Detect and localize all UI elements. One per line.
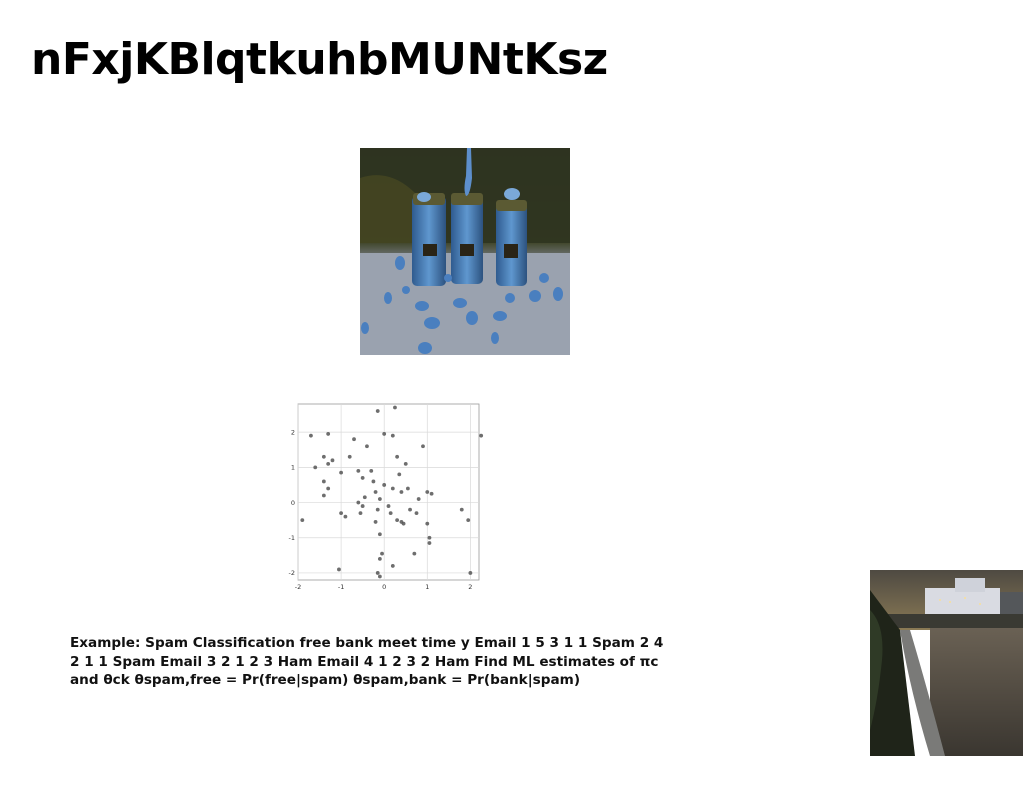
scatter-point — [377, 556, 382, 561]
scatter-point — [414, 511, 419, 516]
scatter-point — [369, 468, 374, 473]
scatter-point — [395, 518, 400, 523]
scatter-point — [371, 479, 376, 484]
scatter-point — [377, 532, 382, 537]
scatter-point — [459, 507, 464, 512]
scatter-point — [360, 504, 365, 508]
scatter-point — [362, 495, 367, 500]
plot-area — [297, 403, 480, 581]
scatter-point — [375, 571, 380, 575]
scatter-point — [300, 518, 305, 523]
scatter-point — [313, 465, 318, 470]
scatter-point — [421, 444, 425, 449]
scatter-point — [390, 564, 395, 568]
scatter-point — [373, 490, 378, 494]
x-tick-label: -1 — [338, 583, 344, 591]
scatter-point — [393, 405, 397, 410]
scatter-point — [427, 535, 432, 540]
scatter-point — [468, 571, 473, 575]
scatter-point — [386, 504, 391, 508]
scatter-point — [395, 454, 400, 459]
scatter-point — [309, 433, 313, 438]
y-tick-label: 1 — [291, 464, 295, 472]
scatter-point — [399, 520, 404, 524]
scatter-point — [425, 521, 430, 526]
scatter-point — [427, 541, 432, 545]
scatter-point — [347, 454, 352, 459]
scatter-point — [321, 479, 326, 484]
scatter-point — [403, 461, 408, 466]
scatter-point — [479, 433, 484, 438]
y-tick-label: -1 — [289, 534, 295, 542]
scatter-point — [408, 507, 412, 512]
scatter-point — [425, 490, 430, 494]
scatter-point — [321, 493, 326, 498]
scatter-point — [326, 461, 331, 466]
y-tick-label: 2 — [291, 428, 295, 436]
scatter-point — [382, 432, 387, 436]
scatter-point — [399, 490, 404, 494]
x-tick-label: 0 — [382, 583, 386, 591]
example-text: Example: Spam Classification free bank m… — [70, 635, 664, 688]
scatter-point — [373, 520, 378, 524]
scatter-point — [429, 491, 434, 496]
scatter-point — [466, 518, 471, 523]
scatter-point — [343, 514, 348, 519]
scatter-point — [330, 458, 335, 463]
scatter-point — [365, 444, 369, 449]
scatter-point — [397, 472, 402, 477]
scatter-point — [321, 454, 326, 459]
x-tick-label: 1 — [425, 583, 429, 591]
scatter-point — [339, 470, 343, 475]
scatter-point — [377, 497, 382, 501]
jars-of-blue-paint-photo — [360, 148, 570, 355]
x-tick-label: -2 — [295, 583, 301, 591]
y-tick-label: 0 — [291, 499, 295, 507]
riverside-city-evening-photo — [870, 570, 1023, 756]
scatter-point — [358, 511, 363, 516]
scatter-point — [382, 483, 387, 487]
slide-title: nFxjKBlqtkuhbMUNtKsz — [31, 34, 608, 85]
scatter-point — [380, 551, 384, 556]
scatter-point — [375, 409, 380, 413]
scatter-point — [405, 486, 410, 491]
scatter-plot: -2 -1 0 1 2 -2 -1 0 1 2 — [289, 403, 484, 591]
scatter-point — [337, 567, 341, 572]
scatter-point — [375, 507, 380, 512]
scatter-point — [390, 486, 395, 491]
scatter-point — [326, 486, 331, 491]
scatter-point — [339, 511, 343, 516]
scatter-point — [388, 511, 393, 516]
scatter-point — [360, 476, 365, 480]
scatter-point — [326, 432, 331, 436]
scatter-point — [356, 468, 361, 473]
scatter-point — [412, 551, 417, 556]
scatter-point — [352, 437, 356, 442]
scatter-point — [416, 497, 421, 501]
scatter-point — [377, 574, 382, 579]
y-tick-label: -2 — [289, 569, 295, 577]
x-tick-label: 2 — [468, 583, 472, 591]
scatter-point — [356, 500, 361, 505]
scatter-point — [390, 433, 395, 438]
